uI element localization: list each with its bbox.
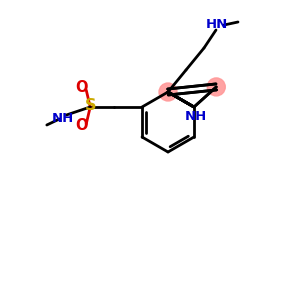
Text: HN: HN (206, 19, 228, 32)
Text: NH: NH (51, 112, 74, 124)
Text: NH: NH (185, 110, 207, 122)
Circle shape (159, 83, 177, 101)
Text: S: S (85, 98, 96, 113)
Circle shape (207, 78, 225, 96)
Text: O: O (75, 80, 88, 95)
Text: O: O (75, 118, 88, 134)
